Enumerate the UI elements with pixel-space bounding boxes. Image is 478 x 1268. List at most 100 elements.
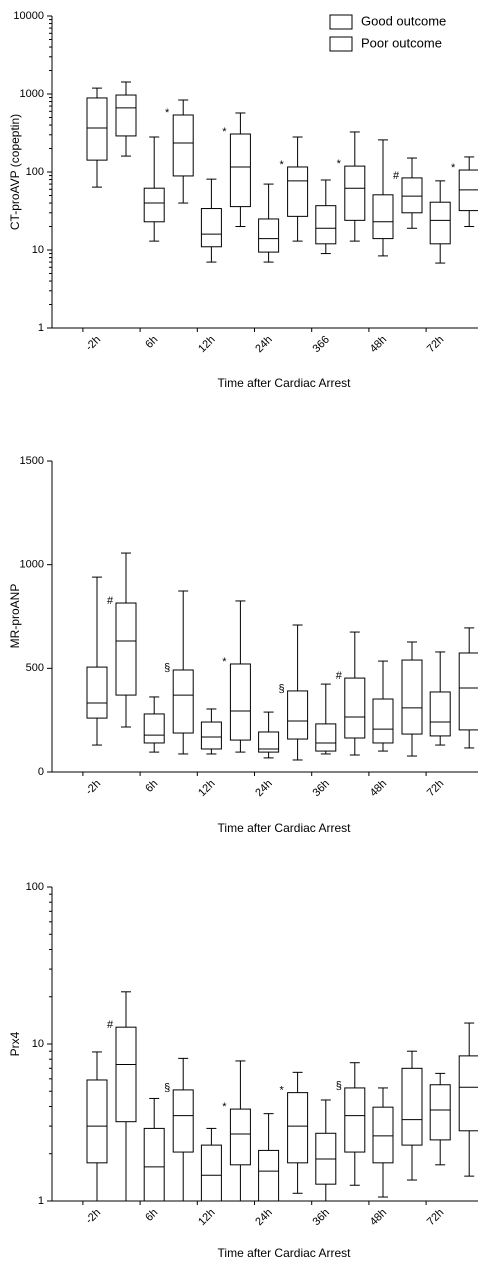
x-tick-label: 12h [196,1207,217,1228]
x-tick-label: 12h [196,334,217,355]
box [200,721,222,750]
box [86,97,108,161]
box [143,713,165,744]
x-tick-label: 12h [196,778,217,799]
x-tick-label: 48h [368,778,389,799]
x-tick-label: 36h [311,1207,332,1228]
box [315,723,337,752]
legend-swatch [329,36,353,52]
box [143,1127,165,1202]
y-tick-label: 1 [38,322,44,334]
box [200,1144,222,1202]
legend-swatch [329,14,353,30]
y-tick-label: 10000 [13,10,44,22]
significance-marker: § [164,1082,170,1094]
box [287,166,309,217]
y-axis-label: CT-proAVP (copeptin) [8,114,22,230]
significance-marker: * [222,656,227,668]
box [172,669,194,734]
x-axis-label: Time after Cardiac Arrest [218,376,352,390]
x-tick-label: 24h [253,1207,274,1228]
y-tick-label: 1 [38,1195,44,1207]
box [229,1108,251,1166]
y-tick-label: 10 [32,244,44,256]
significance-marker: * [451,162,456,174]
box [115,94,137,137]
x-tick-label: 24h [253,334,274,355]
significance-marker: * [279,1085,284,1097]
box [401,177,423,214]
box [344,677,366,739]
significance-marker: * [279,159,284,171]
significance-marker: * [165,107,170,119]
y-tick-label: 1000 [20,88,44,100]
y-tick-label: 1000 [20,559,44,571]
box [86,1079,108,1164]
box [429,691,451,737]
significance-marker: § [336,1080,342,1092]
x-axis-label: Time after Cardiac Arrest [218,1246,352,1260]
x-tick-label: 366 [311,334,332,355]
box [258,218,280,253]
box [258,1149,280,1202]
box [429,201,451,245]
significance-marker: * [337,158,342,170]
x-tick-label: -2h [83,1207,103,1227]
box [229,133,251,208]
significance-marker: # [336,670,343,682]
x-tick-label: -2h [83,334,103,354]
box [115,602,137,696]
x-tick-label: 72h [425,1207,446,1228]
box [200,208,222,248]
y-tick-label: 1500 [20,455,44,467]
box [287,1092,309,1164]
significance-marker: * [222,126,227,138]
box [401,659,423,735]
x-tick-label: 24h [253,778,274,799]
box [143,187,165,223]
y-axis-label: MR-proANP [8,584,22,649]
box [287,690,309,740]
x-tick-label: 72h [425,778,446,799]
box [115,1026,137,1123]
legend-label: Good outcome [361,13,446,28]
x-axis-label: Time after Cardiac Arrest [218,821,352,835]
x-tick-label: 48h [368,334,389,355]
box [458,1055,478,1132]
box [315,205,337,245]
significance-marker: # [107,1019,114,1031]
box [172,1089,194,1153]
box [372,1106,394,1164]
box [429,1084,451,1141]
y-tick-label: 0 [38,766,44,778]
legend-label: Poor outcome [361,35,442,50]
significance-marker: § [279,683,285,695]
box [172,114,194,177]
x-tick-label: 72h [425,334,446,355]
x-tick-label: 48h [368,1207,389,1228]
x-tick-label: 6h [143,778,160,795]
significance-marker: # [393,170,400,182]
x-tick-label: 36h [311,778,332,799]
box [401,1067,423,1146]
y-tick-label: 100 [26,881,44,893]
significance-marker: # [107,595,114,607]
box [458,652,478,731]
y-axis-label: Prx4 [8,1031,22,1056]
x-tick-label: 6h [143,1207,160,1224]
y-tick-label: 100 [26,166,44,178]
box [344,1087,366,1153]
box [372,194,394,240]
y-tick-label: 10 [32,1038,44,1050]
box [258,731,280,753]
x-tick-label: -2h [83,778,103,798]
significance-marker: § [164,662,170,674]
box [344,165,366,221]
box [86,666,108,719]
box [372,698,394,744]
x-tick-label: 6h [143,334,160,351]
significance-marker: * [222,1101,227,1113]
y-tick-label: 500 [26,662,44,674]
